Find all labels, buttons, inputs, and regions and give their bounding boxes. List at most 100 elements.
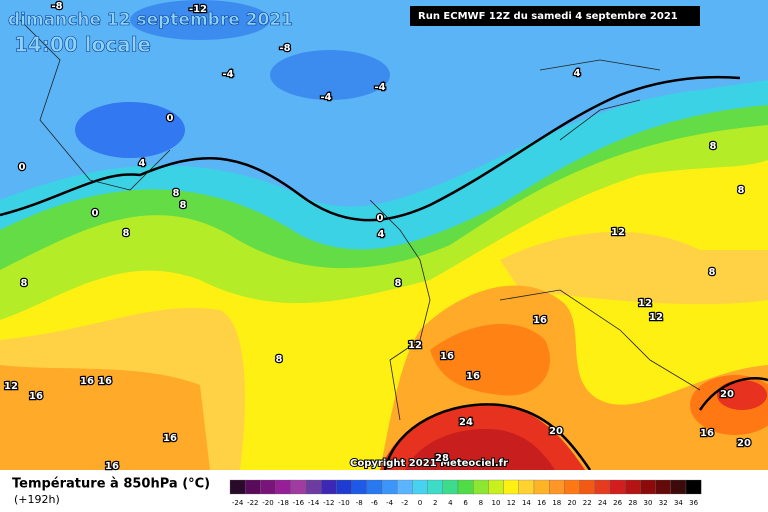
colorbar-swatch: [640, 479, 656, 495]
contour-label: 12: [649, 312, 663, 323]
contour-label: 0: [377, 213, 384, 224]
colorbar-swatch: [412, 479, 428, 495]
contour-label: 12: [408, 340, 422, 351]
contour-label: 12: [638, 298, 652, 309]
colorbar-label: 18: [552, 499, 561, 507]
colorbar-label: -22: [247, 499, 258, 507]
colorbar-swatch: [336, 479, 352, 495]
contour-label: 8: [180, 200, 187, 211]
contour-label: 16: [163, 433, 177, 444]
contour-label: 8: [710, 141, 717, 152]
contour-label: 0: [167, 113, 174, 124]
colorbar-label: 6: [463, 499, 468, 507]
colorbar-label: -10: [338, 499, 349, 507]
colorbar-label: 12: [507, 499, 516, 507]
contour-label: -4: [374, 82, 385, 93]
contour-label: 12: [4, 381, 18, 392]
colorbar-swatch: [457, 479, 474, 495]
colorbar-label: -12: [323, 499, 334, 507]
colorbar-swatch: [473, 479, 489, 495]
colorbar-swatch: [549, 479, 565, 495]
contour-label: 16: [29, 391, 43, 402]
contour-label: 12: [611, 227, 625, 238]
map-time: 14:00 locale: [14, 33, 151, 57]
colorbar-swatch: [518, 479, 535, 495]
colorbar-swatch: [275, 479, 291, 495]
contour-label: 8: [173, 188, 180, 199]
colorbar-swatch: [685, 479, 702, 495]
contour-label: 8: [276, 354, 283, 365]
colorbar-label: -24: [232, 499, 244, 507]
colorbar-label: 34: [674, 499, 683, 507]
contour-label: -8: [279, 43, 290, 54]
colorbar-swatch: [594, 479, 611, 495]
contour-label: 0: [92, 208, 99, 219]
contour-label: -12: [189, 4, 207, 15]
contour-label: 20: [549, 426, 563, 437]
colorbar-swatch: [442, 479, 459, 495]
run-box: [410, 6, 700, 26]
colorbar-label: 14: [522, 499, 531, 507]
colorbar-swatch: [609, 479, 626, 495]
colorbar-label: 22: [583, 499, 592, 507]
colorbar-swatch: [321, 479, 337, 495]
contour-label: 20: [720, 389, 734, 400]
contour-label: 8: [21, 278, 28, 289]
contour-label: 16: [98, 376, 112, 387]
colorbar-label: -18: [277, 499, 288, 507]
colorbar-label: -4: [386, 499, 394, 507]
contour-label: 8: [123, 228, 130, 239]
map-title: dimanche 12 septembre 2021: [8, 10, 293, 30]
legend-title: Température à 850hPa (°C): [12, 477, 210, 492]
colorbar-swatch: [564, 479, 580, 495]
colorbar-swatch: [533, 479, 550, 495]
contour-label: 16: [80, 376, 94, 387]
colorbar-swatch: [397, 479, 413, 495]
colorbar-swatch: [366, 479, 383, 495]
colorbar-swatch: [503, 479, 519, 495]
colorbar-swatch: [305, 479, 322, 495]
contour-label: 24: [459, 417, 473, 428]
contour-label: 8: [709, 267, 716, 278]
temperature-map: [0, 0, 768, 470]
contour-label: 16: [700, 428, 714, 439]
contour-label: 16: [440, 351, 454, 362]
contour-label: 4: [574, 68, 581, 79]
colorbar-label: -8: [356, 499, 363, 507]
colorbar-swatch: [625, 479, 641, 495]
colorbar-swatch: [260, 479, 276, 495]
colorbar-swatch: [351, 479, 367, 495]
contour-label: 16: [533, 315, 547, 326]
contour-label: 8: [738, 185, 745, 196]
copyright: Copyright 2021 Meteociel.fr: [350, 458, 508, 469]
colorbar-swatch: [488, 479, 504, 495]
contour-label: 20: [737, 438, 751, 449]
colorbar-label: 8: [479, 499, 483, 507]
colorbar-swatch: [245, 479, 261, 495]
colorbar-label: 20: [568, 499, 577, 507]
run-info: Run ECMWF 12Z du samedi 4 septembre 2021: [418, 11, 678, 22]
legend-lead: (+192h): [14, 493, 60, 506]
colorbar-swatch: [229, 479, 246, 495]
contour-label: 16: [105, 461, 119, 472]
colorbar-label: -6: [371, 499, 379, 507]
colorbar-label: -20: [262, 499, 273, 507]
colorbar-swatch: [670, 479, 687, 495]
colorbar-label: 10: [492, 499, 501, 507]
colorbar-swatch: [579, 479, 595, 495]
colorbar-swatch: [290, 479, 307, 495]
colorbar-label: 24: [598, 499, 607, 507]
colorbar-label: -14: [308, 499, 320, 507]
contour-label: -8: [51, 1, 62, 12]
colorbar-label: 4: [448, 499, 453, 507]
contour-label: 8: [395, 278, 402, 289]
colorbar-label: 30: [644, 499, 653, 507]
contour-label: 28: [435, 453, 449, 464]
colorbar-label: 26: [613, 499, 622, 507]
colorbar-swatch: [427, 479, 443, 495]
colorbar-label: -16: [293, 499, 305, 507]
colorbar-label: 0: [418, 499, 422, 507]
colorbar-swatch: [381, 479, 398, 495]
colorbar-label: 28: [628, 499, 637, 507]
